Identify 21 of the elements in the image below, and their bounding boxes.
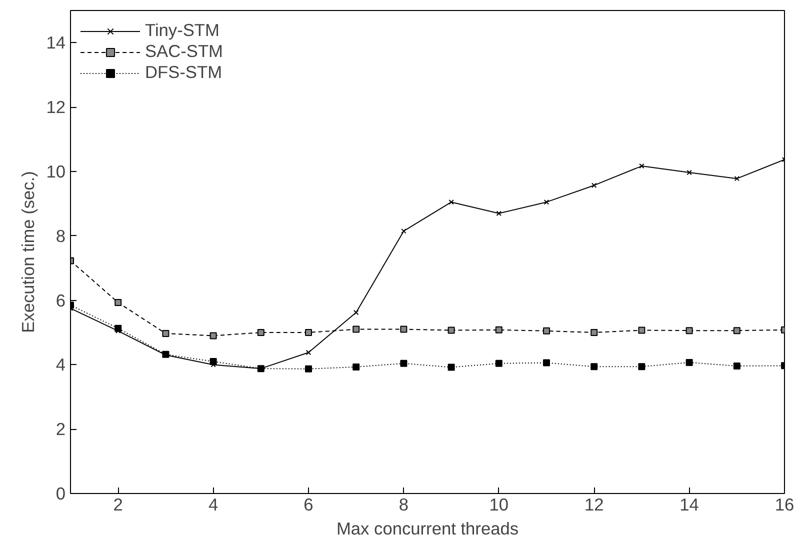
x-tick-label: 2 — [113, 494, 123, 514]
y-tick-label: 14 — [46, 32, 66, 53]
y-tick-label: 8 — [56, 226, 66, 246]
y-tick-label: 0 — [56, 484, 66, 504]
x-axis-title: Max concurrent threads — [336, 518, 519, 538]
y-tick-label: 6 — [56, 290, 66, 310]
y-tick-label: 12 — [46, 97, 66, 118]
x-tick-label: 10 — [489, 494, 509, 514]
y-tick-label: 4 — [56, 354, 66, 375]
x-tick-label: 8 — [398, 494, 409, 514]
y-tick-label: 2 — [56, 419, 66, 440]
x-tick-label: 4 — [208, 494, 218, 514]
legend-label: DFS-STM — [145, 62, 222, 83]
x-tick-label: 6 — [304, 494, 314, 514]
x-tick-label: 14 — [680, 494, 700, 514]
x-tick-label: 12 — [584, 494, 604, 514]
y-axis-title: Execution time (sec.) — [18, 171, 38, 333]
legend-label: SAC-STM — [145, 41, 223, 62]
x-tick-label: 16 — [774, 494, 794, 514]
y-tick-label: 10 — [46, 162, 66, 182]
legend-label: Tiny-STM — [145, 20, 220, 41]
